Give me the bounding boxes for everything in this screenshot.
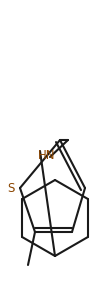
Text: S: S xyxy=(7,181,15,195)
Text: HN: HN xyxy=(38,149,56,162)
